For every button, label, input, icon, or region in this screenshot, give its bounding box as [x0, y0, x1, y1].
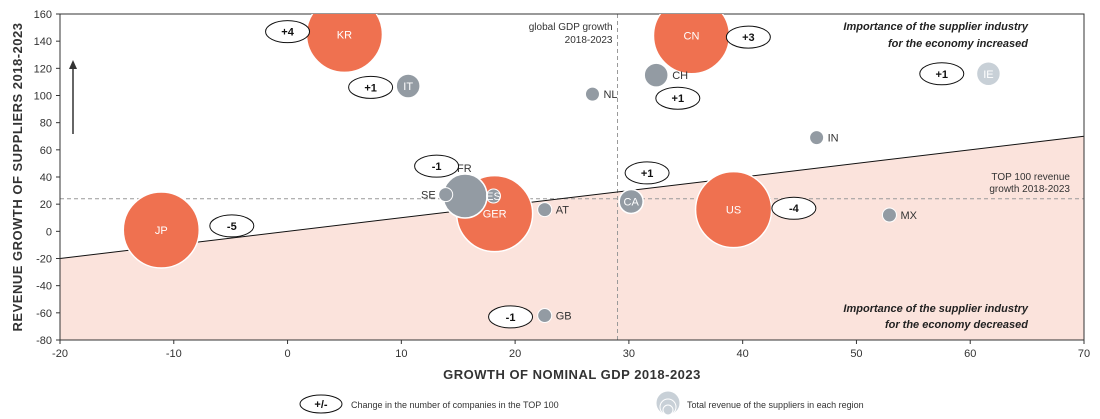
global-gdp-label-2: 2018-2023 — [565, 35, 613, 46]
bubble-se — [438, 187, 454, 203]
bubble-label-at: AT — [556, 205, 570, 217]
region-label-increased-2: for the economy increased — [888, 38, 1028, 50]
change-badge-text-kr: +4 — [281, 27, 294, 39]
y-tick-label: 160 — [34, 9, 52, 21]
bubble-es — [485, 188, 501, 204]
x-tick-label: 60 — [964, 348, 976, 360]
bubble-label-ch: CH — [672, 70, 688, 82]
bubble-gb — [537, 308, 553, 324]
change-badge-gb — [488, 305, 534, 329]
change-badge-ca — [624, 161, 670, 185]
y-tick-label: 80 — [40, 118, 52, 130]
bubble-label-mx: MX — [900, 210, 917, 222]
change-badge-it — [348, 75, 394, 99]
x-tick-label: -20 — [52, 348, 68, 360]
bubble-mx — [881, 207, 897, 223]
x-tick-label: -10 — [166, 348, 182, 360]
global-gdp-label: global GDP growth — [529, 22, 613, 33]
y-tick-label: -60 — [36, 308, 52, 320]
change-badge-text-ca: +1 — [641, 168, 654, 180]
bubble-label-nl: NL — [603, 89, 617, 101]
bubble-label-ie: IE — [983, 69, 993, 81]
bubble-ca — [618, 188, 644, 215]
y-tick-label: -80 — [36, 335, 52, 347]
y-tick-label: 20 — [40, 199, 52, 211]
change-badge-text-gb: -1 — [506, 312, 516, 324]
y-tick-label: 140 — [34, 36, 52, 48]
bubble-at — [537, 202, 553, 218]
bubble-jp — [122, 191, 201, 269]
bubble-label-ger: GER — [483, 209, 507, 221]
bubble-label-in: IN — [828, 133, 839, 145]
x-tick-label: 10 — [395, 348, 407, 360]
region-label-increased: Importance of the supplier industry — [843, 21, 1028, 33]
legend-change-symbol — [299, 394, 343, 414]
bubble-label-se: SE — [421, 190, 436, 202]
change-badge-cn — [725, 25, 771, 49]
region-label-decreased: Importance of the supplier industry — [843, 303, 1028, 315]
bubble-in — [809, 130, 825, 146]
change-badge-text-us: -4 — [789, 203, 800, 215]
y-tick-label: 0 — [46, 226, 52, 238]
bubble-layer — [122, 14, 1002, 324]
y-tick-label: -20 — [36, 254, 52, 266]
bubble-label-fr: FR — [457, 163, 472, 175]
legend-change-text: Change in the number of companies in the… — [351, 400, 559, 410]
change-badge-kr — [265, 20, 311, 44]
change-badge-jp — [209, 214, 255, 238]
y-axis-title: REVENUE GROWTH OF SUPPLIERS 2018-2023 — [10, 23, 25, 332]
x-tick-label: 30 — [623, 348, 635, 360]
bubble-label-us: US — [726, 205, 741, 217]
top100-label: TOP 100 revenue — [991, 172, 1070, 183]
up-arrow-head — [69, 60, 77, 69]
bubble-ch — [643, 62, 669, 88]
bubble-ie — [975, 61, 1002, 87]
change-badge-text-ch: +1 — [672, 93, 685, 105]
change-badge-us — [771, 196, 817, 220]
bubble-label-es: ES — [486, 191, 501, 203]
region-label-decreased-2: for the economy decreased — [885, 319, 1028, 331]
y-tick-label: 120 — [34, 63, 52, 75]
change-badge-ch — [655, 86, 701, 110]
x-axis-title: GROWTH OF NOMINAL GDP 2018-2023 — [443, 367, 701, 382]
bubble-label-ca: CA — [624, 196, 640, 208]
bubble-label-cn: CN — [684, 31, 700, 43]
y-tick-label: -40 — [36, 281, 52, 293]
change-badge-text-ie: +1 — [936, 69, 949, 81]
x-tick-label: 0 — [284, 348, 290, 360]
change-badge-text-fr: -1 — [432, 161, 442, 173]
x-tick-label: 20 — [509, 348, 521, 360]
legend-change-symbol-text: +/- — [314, 399, 327, 411]
bubble-label-jp: JP — [155, 225, 168, 237]
top100-label-2: growth 2018-2023 — [989, 184, 1070, 195]
lower-region-fill — [60, 136, 1084, 340]
change-badge-text-cn: +3 — [742, 32, 755, 44]
legend-size-text: Total revenue of the suppliers in each r… — [687, 400, 864, 410]
x-tick-label: 40 — [737, 348, 749, 360]
y-tick-label: 60 — [40, 145, 52, 157]
bubble-label-kr: KR — [337, 29, 352, 41]
legend-size-circle-small — [662, 404, 674, 416]
x-tick-label: 50 — [850, 348, 862, 360]
bubble-nl — [584, 86, 600, 102]
y-tick-label: 100 — [34, 91, 52, 103]
bubble-label-gb: GB — [556, 311, 572, 323]
change-badge-text-it: +1 — [364, 82, 377, 94]
bubble-it — [395, 73, 421, 99]
x-tick-label: 70 — [1078, 348, 1090, 360]
change-badge-text-jp: -5 — [227, 221, 237, 233]
y-tick-label: 40 — [40, 172, 52, 184]
bubble-label-it: IT — [403, 81, 413, 93]
change-badge-fr — [414, 154, 460, 178]
diagonal-line — [59, 135, 1085, 259]
change-badge-ie — [919, 62, 965, 86]
